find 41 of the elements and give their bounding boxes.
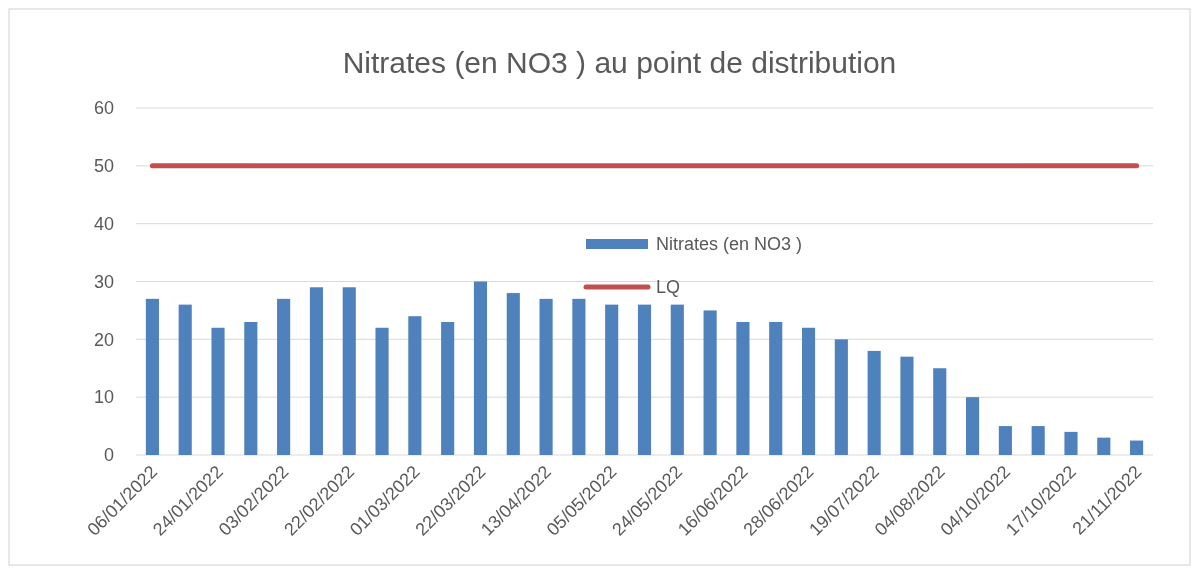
bar [801,327,816,455]
bar [277,298,291,455]
bar [244,321,258,455]
bar [178,304,192,455]
bar [605,304,619,455]
y-tick-label: 60 [93,98,114,119]
y-tick-label: 50 [93,156,114,177]
bar [309,287,323,455]
y-tick-label: 40 [93,213,114,234]
bar [966,397,980,455]
legend-label: LQ [656,277,681,298]
bar [1031,426,1045,455]
bar [670,304,684,455]
bar [572,298,586,455]
y-tick-label: 10 [93,387,114,408]
bar [998,426,1012,455]
bar [1130,440,1144,455]
chart-title: Nitrates (en NO3 ) au point de distribution [342,46,897,79]
y-tick-label: 20 [93,329,114,350]
bar [408,316,422,455]
y-tick-label: 30 [93,271,114,292]
bar [342,287,356,455]
bar [703,310,717,455]
bar [1064,431,1078,455]
y-tick-label: 0 [103,445,114,466]
bar [211,327,225,455]
bar [900,356,914,455]
bar [933,368,947,455]
bar [1097,437,1111,455]
bar [834,339,848,455]
bar [375,327,389,455]
bar [769,321,783,455]
bar [441,321,455,455]
bar [539,298,553,455]
bar [867,350,881,455]
bar [473,281,488,455]
bar [637,304,652,455]
bar [736,321,750,455]
bar [145,298,159,455]
bar [506,293,520,455]
legend-label: Nitrates (en NO3 ) [656,234,803,255]
